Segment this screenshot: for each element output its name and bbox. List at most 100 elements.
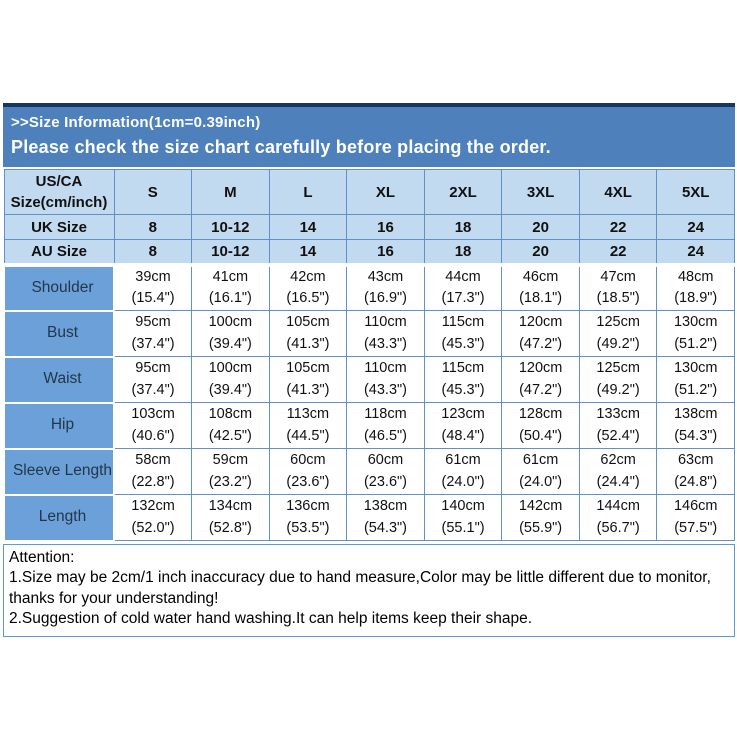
au-size-row-cell: 22 <box>578 239 658 265</box>
size-header-row-label: US/CA Size(cm/inch) <box>3 169 115 215</box>
size-header-row-cell: M <box>191 169 270 215</box>
banner: >>Size Information(1cm=0.39inch) Please … <box>3 103 735 167</box>
measurement-row-sleeve-length-cell: 59cm (23.2") <box>191 448 270 495</box>
measurement-row-sleeve-length-cell: 58cm (22.8") <box>113 448 193 495</box>
measurement-row-bust-cell: 100cm (39.4") <box>191 310 270 357</box>
uk-size-row-cell: 10-12 <box>191 214 270 240</box>
measurement-row-hip-label: Hip <box>3 401 115 450</box>
measurement-row-hip-cell: 118cm (46.5") <box>346 402 425 449</box>
measurement-row-waist-cell: 115cm (45.3") <box>423 356 503 403</box>
uk-size-row-cell: 8 <box>113 214 193 240</box>
measurement-row-sleeve-length-cell: 60cm (23.6") <box>346 448 425 495</box>
measurement-row-shoulder-cell: 47cm (18.5") <box>578 262 658 311</box>
au-size-row: AU Size 8 10-12 14 16 18 20 22 24 <box>3 239 735 265</box>
size-header-row-cell: 3XL <box>501 169 580 215</box>
au-size-row-cell: 14 <box>268 239 348 265</box>
measurement-row-bust-cell: 130cm (51.2") <box>656 310 735 357</box>
measurement-row-length-cell: 140cm (55.1") <box>423 494 503 541</box>
size-header-row-cell: 5XL <box>656 169 735 215</box>
measurement-row-shoulder-cell: 41cm (16.1") <box>191 262 270 311</box>
measurement-row-sleeve-length-cell: 61cm (24.0") <box>423 448 503 495</box>
measurement-row-hip-cell: 123cm (48.4") <box>423 402 503 449</box>
measurement-row-bust-cell: 95cm (37.4") <box>113 310 193 357</box>
size-header-row-cell: S <box>113 169 193 215</box>
size-table: US/CA Size(cm/inch) S M L XL 2XL 3XL 4XL 5XL UK Si… <box>3 169 735 542</box>
measurement-row-sleeve-length-cell: 61cm (24.0") <box>501 448 580 495</box>
measurement-row-hip-cell: 108cm (42.5") <box>191 402 270 449</box>
measurement-row-waist-cell: 120cm (47.2") <box>501 356 580 403</box>
measurement-row-bust-label: Bust <box>3 309 115 358</box>
attention-item: 1.Size may be 2cm/1 inch inaccuracy due … <box>9 569 711 607</box>
size-header-row-cell: XL <box>346 169 425 215</box>
measurement-row-hip-cell: 133cm (52.4") <box>578 402 658 449</box>
uk-size-row-cell: 14 <box>268 214 348 240</box>
measurement-row-bust-cell: 110cm (43.3") <box>346 310 425 357</box>
measurement-row-bust: Bust 95cm (37.4") 100cm (39.4") 105cm (41.3") 1… <box>3 309 735 358</box>
uk-size-row-cell: 16 <box>346 214 425 240</box>
measurement-row-bust-cell: 105cm (41.3") <box>268 310 348 357</box>
measurement-row-sleeve-length-cell: 60cm (23.6") <box>268 448 348 495</box>
measurement-row-length: Length 132cm (52.0") 134cm (52.8") 136cm (53.5… <box>3 493 735 542</box>
au-size-row-cell: 10-12 <box>191 239 270 265</box>
size-header-row-cell: 4XL <box>578 169 658 215</box>
au-size-row-cell: 16 <box>346 239 425 265</box>
size-header-row-cell: 2XL <box>423 169 503 215</box>
measurement-row-shoulder-cell: 48cm (18.9") <box>656 262 735 311</box>
measurement-row-hip-cell: 138cm (54.3") <box>656 402 735 449</box>
measurement-row-shoulder-cell: 44cm (17.3") <box>423 262 503 311</box>
attention-title: Attention: <box>9 548 75 566</box>
measurement-row-length-label: Length <box>3 493 115 542</box>
measurement-row-sleeve-length: Sleeve Length 58cm (22.8") 59cm (23.2") 60cm(… <box>3 447 735 496</box>
attention-item: 2.Suggestion of cold water hand washing.… <box>9 610 533 628</box>
size-chart-sheet: >>Size Information(1cm=0.39inch) Please … <box>3 103 735 637</box>
au-size-row-cell: 18 <box>423 239 503 265</box>
size-header-row-cell: L <box>268 169 348 215</box>
measurement-row-length-cell: 134cm (52.8") <box>191 494 270 541</box>
measurement-row-length-cell: 144cm (56.7") <box>578 494 658 541</box>
measurement-row-hip-cell: 103cm (40.6") <box>113 402 193 449</box>
measurement-row-waist-cell: 95cm (37.4") <box>113 356 193 403</box>
measurement-row-length-cell: 136cm (53.5") <box>268 494 348 541</box>
measurement-row-hip: Hip 103cm (40.6") 108cm (42.5") 113cm (44.5") 1… <box>3 401 735 450</box>
uk-size-row-cell: 24 <box>656 214 735 240</box>
uk-size-row-cell: 18 <box>423 214 503 240</box>
measurement-row-hip-cell: 128cm (50.4") <box>501 402 580 449</box>
au-size-row-label: AU Size <box>3 239 115 265</box>
measurement-row-shoulder-cell: 43cm (16.9") <box>346 262 425 311</box>
measurement-row-length-cell: 146cm (57.5") <box>656 494 735 541</box>
size-information-heading: >>Size Information(1cm=0.39inch) <box>11 114 261 131</box>
measurement-row-waist-cell: 130cm (51.2") <box>656 356 735 403</box>
au-size-row-cell: 8 <box>113 239 193 265</box>
measurement-row-waist-cell: 100cm (39.4") <box>191 356 270 403</box>
measurement-row-waist-label: Waist <box>3 355 115 404</box>
uk-size-row: UK Size 8 10-12 14 16 18 20 22 24 <box>3 214 735 240</box>
measurement-row-shoulder-cell: 46cm (18.1") <box>501 262 580 311</box>
measurement-row-sleeve-length-label: Sleeve Length <box>3 447 115 496</box>
measurement-row-bust-cell: 120cm (47.2") <box>501 310 580 357</box>
measurement-row-shoulder-cell: 39cm (15.4") <box>113 262 193 311</box>
attention-items: 1.Size may be 2cm/1 inch inaccuracy due … <box>9 568 729 630</box>
measurement-row-bust-cell: 115cm (45.3") <box>423 310 503 357</box>
size-header-row: US/CA Size(cm/inch) S M L XL 2XL 3XL 4XL 5XL <box>3 169 735 215</box>
uk-size-row-cell: 20 <box>501 214 580 240</box>
check-size-chart-notice: Please check the size chart carefully be… <box>11 137 551 157</box>
measurement-row-sleeve-length-cell: 63cm (24.8") <box>656 448 735 495</box>
measurement-row-sleeve-length-cell: 62cm (24.4") <box>578 448 658 495</box>
measurement-row-shoulder: Shoulder 39cm (15.4") 41cm (16.1") 42cm (16.5"… <box>3 262 735 312</box>
au-size-row-cell: 20 <box>501 239 580 265</box>
measurement-row-shoulder-cell: 42cm (16.5") <box>268 262 348 311</box>
au-size-row-cell: 24 <box>656 239 735 265</box>
attention-box: Attention: 1.Size may be 2cm/1 inch inac… <box>3 543 735 637</box>
measurement-row-length-cell: 132cm (52.0") <box>113 494 193 541</box>
measurement-row-hip-cell: 113cm (44.5") <box>268 402 348 449</box>
measurement-row-waist-cell: 105cm (41.3") <box>268 356 348 403</box>
measurement-row-bust-cell: 125cm (49.2") <box>578 310 658 357</box>
measurement-row-shoulder-label: Shoulder <box>3 262 115 312</box>
uk-size-row-label: UK Size <box>3 214 115 240</box>
measurement-row-length-cell: 142cm (55.9") <box>501 494 580 541</box>
uk-size-row-cell: 22 <box>578 214 658 240</box>
measurement-row-length-cell: 138cm (54.3") <box>346 494 425 541</box>
size-table-body: US/CA Size(cm/inch) S M L XL 2XL 3XL 4XL 5XL UK Si… <box>3 169 735 542</box>
measurement-row-waist-cell: 125cm (49.2") <box>578 356 658 403</box>
